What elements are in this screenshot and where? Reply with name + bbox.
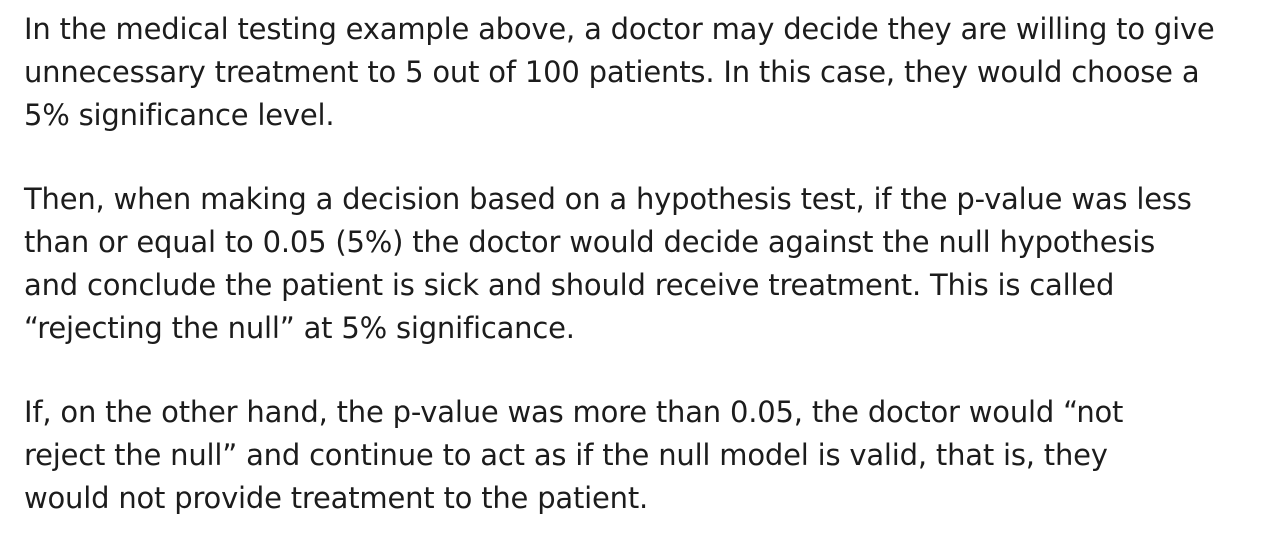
text-line: unnecessary treatment to 5 out of 100 pa… <box>24 55 1200 89</box>
slide-content: In the medical testing example above, a … <box>24 8 1260 520</box>
text-line: If, on the other hand, the p-value was m… <box>24 395 1124 429</box>
text-line: 5% significance level. <box>24 98 335 132</box>
text-line: Then, when making a decision based on a … <box>24 182 1192 216</box>
text-line: and conclude the patient is sick and sho… <box>24 268 1115 302</box>
text-line: would not provide treatment to the patie… <box>24 481 649 515</box>
text-line: reject the null” and continue to act as … <box>24 438 1108 472</box>
paragraph-significance-choice: In the medical testing example above, a … <box>24 8 1260 137</box>
text-line: “rejecting the null” at 5% significance. <box>24 311 575 345</box>
paragraph-rejecting-null: Then, when making a decision based on a … <box>24 178 1260 350</box>
text-line: than or equal to 0.05 (5%) the doctor wo… <box>24 225 1156 259</box>
text-line: In the medical testing example above, a … <box>24 12 1215 46</box>
paragraph-not-rejecting-null: If, on the other hand, the p-value was m… <box>24 391 1260 520</box>
